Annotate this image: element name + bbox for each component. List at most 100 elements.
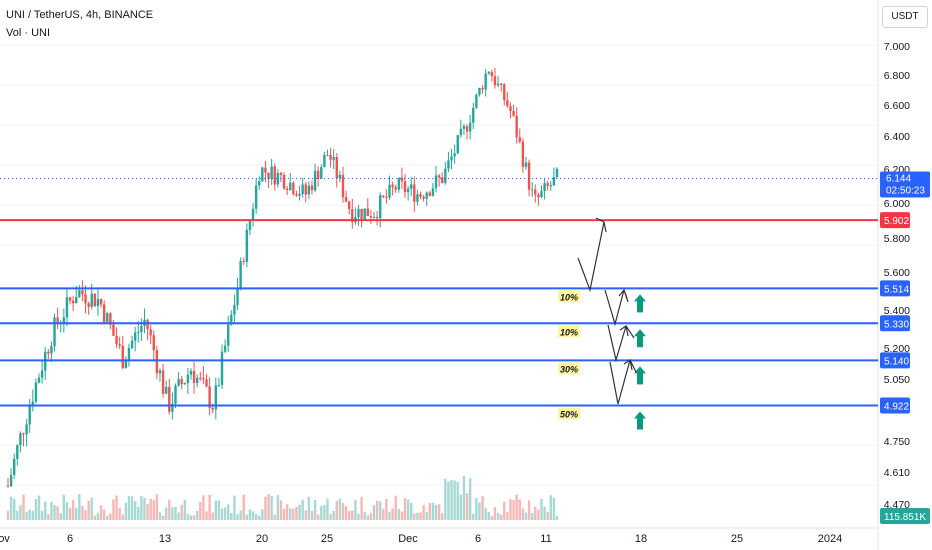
candle-body xyxy=(121,345,124,369)
volume-bar xyxy=(549,495,552,520)
volume-bar xyxy=(149,498,152,520)
y-tick-label: 6.000 xyxy=(884,198,910,210)
volume-bar xyxy=(403,498,407,520)
volume-bar xyxy=(19,505,22,520)
candle-body xyxy=(205,379,208,387)
symbol-title[interactable]: UNI / TetherUS, 4h, BINANCE xyxy=(6,9,154,21)
volume-bar xyxy=(540,498,543,520)
support-price-label xyxy=(880,315,910,332)
candle-body xyxy=(248,220,252,230)
candle-body xyxy=(484,73,487,90)
candle-body xyxy=(152,335,155,351)
volume-bar xyxy=(164,507,168,520)
volume-bar xyxy=(478,502,481,520)
volume-bar xyxy=(223,507,227,520)
candle-body xyxy=(369,216,373,218)
candle-body xyxy=(6,485,10,487)
candle-body xyxy=(406,188,410,193)
candle-body xyxy=(50,346,53,354)
volume-bar xyxy=(369,513,373,520)
candle-body xyxy=(360,208,363,220)
candle-body xyxy=(53,317,56,347)
candle-body xyxy=(276,173,280,185)
candle-body xyxy=(47,351,50,354)
candle-body xyxy=(379,195,382,219)
volume-bar xyxy=(515,494,518,520)
candle-body xyxy=(537,194,540,198)
candle-body xyxy=(481,87,484,90)
y-tick-label: 6.600 xyxy=(884,100,910,112)
candle-body xyxy=(341,174,345,198)
volume-bar xyxy=(450,480,453,520)
candle-body xyxy=(298,194,301,196)
volume-bar xyxy=(245,514,249,520)
volume-bar xyxy=(490,515,494,520)
volume-bar xyxy=(503,501,506,520)
volume-bar xyxy=(320,506,323,520)
candle-body xyxy=(233,304,236,315)
volume-bar xyxy=(211,512,214,520)
candle-body xyxy=(90,293,93,307)
volume-bar xyxy=(102,509,106,520)
candle-body xyxy=(372,216,376,218)
candle-body xyxy=(31,401,35,406)
x-tick-label: ov xyxy=(0,533,10,545)
candle-body xyxy=(506,100,509,107)
candle-body xyxy=(403,181,407,193)
candle-body xyxy=(549,185,552,187)
volume-bar xyxy=(354,500,357,520)
volume-bar xyxy=(506,511,509,520)
volume-bar xyxy=(40,510,44,520)
candle-body xyxy=(127,347,131,360)
chart-header: UNI / TetherUS, 4h, BINANCE Vol · UNI xyxy=(6,8,153,40)
candle-body xyxy=(282,174,286,189)
candle-body xyxy=(261,167,264,182)
currency-button[interactable]: USDT xyxy=(882,6,928,28)
candle-body xyxy=(462,126,466,129)
volume-bar xyxy=(180,504,183,520)
support-price-label xyxy=(880,397,910,414)
projection-path xyxy=(577,217,637,405)
volume-indicator-label[interactable]: Vol · UNI xyxy=(6,27,51,39)
candle-body xyxy=(366,208,369,217)
candle-body xyxy=(217,385,221,387)
candle-body xyxy=(475,94,478,108)
candle-body xyxy=(270,166,273,180)
support-price-text: 5.140 xyxy=(884,356,909,367)
volume-bar xyxy=(316,514,320,520)
volume-bar xyxy=(239,510,242,520)
volume-bar xyxy=(459,494,463,520)
candle-body xyxy=(441,177,444,183)
volume-bar xyxy=(329,514,332,520)
volume-bar xyxy=(242,494,245,520)
volume-bar xyxy=(44,501,47,520)
volume-bar xyxy=(388,512,391,520)
volume-bar xyxy=(78,494,81,520)
volume-bar xyxy=(400,511,404,520)
volume-bar xyxy=(186,513,190,520)
volume-bar xyxy=(109,513,112,520)
up-arrow-icon xyxy=(634,294,646,313)
candle-body xyxy=(295,194,298,196)
volume-bar xyxy=(93,515,97,520)
volume-bar xyxy=(527,500,531,520)
candle-body xyxy=(555,168,559,178)
resistance-price-label xyxy=(880,212,910,229)
countdown-timer: 02:50:23 xyxy=(886,186,925,197)
candle-body xyxy=(118,344,121,346)
volume-bar xyxy=(152,500,155,520)
candle-body xyxy=(478,87,481,95)
volume-bar xyxy=(47,514,50,520)
volume-bar xyxy=(220,508,224,520)
volume-bar xyxy=(537,509,540,520)
candle-body xyxy=(62,317,66,323)
candle-body xyxy=(382,195,385,197)
volume-bar xyxy=(493,507,497,520)
candle-body xyxy=(109,313,112,325)
volume-bar xyxy=(133,501,137,520)
volume-bar xyxy=(196,510,199,520)
candle-body xyxy=(81,290,84,295)
candle-body xyxy=(289,182,292,190)
volume-bar xyxy=(521,508,525,520)
